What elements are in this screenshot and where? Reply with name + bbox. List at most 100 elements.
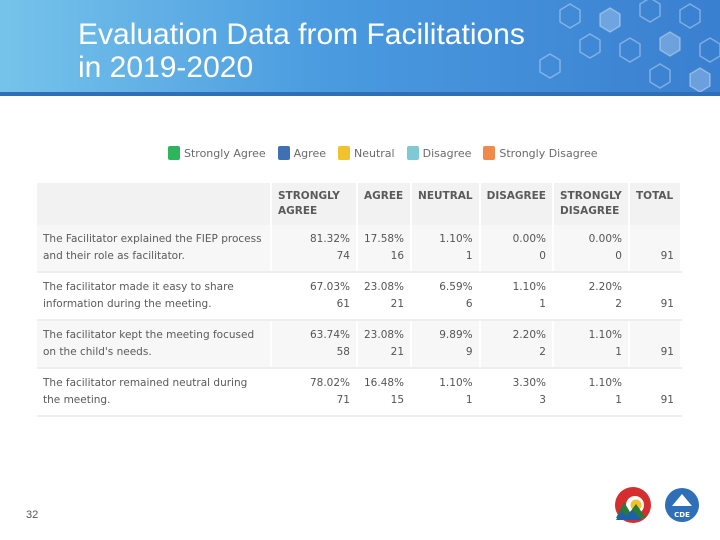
legend-swatch [277, 146, 290, 160]
header-banner: Evaluation Data from Facilitations in 20… [0, 0, 720, 95]
cell-disagree: 2.20% 2 [479, 320, 554, 369]
cell-neutral: 1.10% 1 [411, 368, 481, 417]
cell-count: 1 [465, 394, 473, 406]
cell-count: 74 [336, 250, 350, 262]
legend-item-disagree: Disagree [406, 146, 472, 160]
row-label: The facilitator remained neutral during … [37, 368, 272, 417]
row-label: The facilitator made it easy to share in… [37, 272, 272, 321]
cell-count: 1 [539, 298, 546, 310]
cell-count: 6 [465, 298, 473, 310]
cell-percent: 6.59% [439, 281, 473, 293]
legend: Strongly Agree Agree Neutral Disagree St… [168, 146, 598, 160]
title-line-1: Evaluation Data from Facilitations [78, 18, 525, 51]
colorado-cde-logo: CDE [615, 487, 699, 523]
cell-strongly-disagree: 2.20% 2 [552, 272, 630, 321]
cell-count: 2 [539, 346, 546, 358]
cell-count: 1 [465, 250, 473, 262]
cell-agree: 16.48% 15 [357, 368, 413, 417]
cell-disagree: 0.00% 0 [479, 225, 554, 273]
cell-count: 0 [615, 250, 622, 262]
legend-label: Strongly Disagree [499, 146, 598, 160]
cell-disagree: 1.10% 1 [479, 272, 554, 321]
cell-percent: 2.20% [588, 281, 622, 293]
cell-percent: 0.00% [512, 233, 546, 245]
cell-percent: 63.74% [309, 329, 350, 341]
cell-count: 61 [336, 298, 350, 310]
legend-item-strongly-disagree: Strongly Disagree [483, 146, 598, 160]
cell-disagree: 3.30% 3 [479, 368, 554, 417]
cell-strongly-agree: 67.03% 61 [271, 272, 358, 321]
cell-percent: 1.10% [588, 329, 622, 341]
cell-count: 0 [539, 250, 546, 262]
cell-count: 3 [539, 394, 546, 406]
cell-count: 15 [390, 394, 405, 406]
cell-percent: 23.08% [364, 329, 405, 341]
cell-count: 1 [615, 394, 622, 406]
header-strongly-disagree: STRONGLY DISAGREE [552, 183, 630, 225]
header-disagree: DISAGREE [479, 183, 554, 225]
cell-percent: 1.10% [512, 281, 546, 293]
legend-item-neutral: Neutral [337, 146, 395, 160]
cell-percent: 3.30% [512, 377, 546, 389]
header-blank [37, 183, 272, 225]
legend-swatch [168, 146, 180, 160]
cell-percent: 1.10% [439, 377, 473, 389]
cell-neutral: 6.59% 6 [411, 272, 481, 321]
legend-swatch [483, 146, 496, 160]
cde-logo: CDE [665, 488, 699, 522]
legend-label: Strongly Agree [184, 146, 266, 160]
cell-total: 91 [628, 272, 682, 321]
header-neutral: NEUTRAL [411, 183, 481, 225]
cell-count: 9 [465, 346, 473, 358]
title-line-2: in 2019-2020 [78, 51, 254, 84]
row-label: The Facilitator explained the FIEP proce… [37, 225, 272, 273]
cell-percent: 2.20% [512, 329, 546, 341]
table-row: The facilitator kept the meeting focused… [37, 320, 682, 369]
cell-percent: 78.02% [309, 377, 350, 389]
header-total: TOTAL [628, 183, 682, 225]
cell-strongly-disagree: 1.10% 1 [552, 320, 630, 369]
cell-count: 16 [390, 250, 405, 262]
cell-total: 91 [628, 225, 682, 273]
cell-total: 91 [628, 320, 682, 369]
legend-label: Neutral [353, 146, 395, 160]
hexagon-pattern-decoration [539, 0, 720, 93]
cell-percent: 1.10% [439, 233, 473, 245]
cde-logo-text: CDE [674, 511, 690, 519]
cell-count: 2 [615, 298, 622, 310]
cell-neutral: 1.10% 1 [411, 225, 481, 273]
cell-count: 21 [390, 298, 405, 310]
legend-item-agree: Agree [277, 146, 326, 160]
cell-agree: 23.08% 21 [357, 272, 413, 321]
legend-label: Disagree [422, 146, 472, 160]
cell-strongly-agree: 63.74% 58 [271, 320, 358, 369]
legend-label: Agree [293, 146, 326, 160]
legend-swatch [337, 146, 350, 160]
cell-count: 1 [615, 346, 622, 358]
page-title: Evaluation Data from Facilitations in 20… [78, 18, 525, 84]
cell-total: 91 [628, 368, 682, 417]
cell-strongly-disagree: 0.00% 0 [552, 225, 630, 273]
row-label: The facilitator kept the meeting focused… [37, 320, 272, 369]
cell-strongly-agree: 81.32% 74 [271, 225, 358, 273]
header-strongly-agree: STRONGLY AGREE [271, 183, 358, 225]
cell-percent: 17.58% [364, 233, 405, 245]
cell-percent: 67.03% [309, 281, 350, 293]
cell-percent: 1.10% [588, 377, 622, 389]
table-row: The Facilitator explained the FIEP proce… [37, 225, 682, 273]
table-row: The facilitator made it easy to share in… [37, 272, 682, 321]
cell-agree: 23.08% 21 [357, 320, 413, 369]
cell-neutral: 9.89% 9 [411, 320, 481, 369]
evaluation-table: STRONGLY AGREE AGREE NEUTRAL DISAGREE ST… [37, 183, 682, 417]
colorado-c-logo [615, 487, 651, 523]
cell-count: 58 [336, 346, 350, 358]
legend-item-strongly-agree: Strongly Agree [168, 146, 266, 160]
cell-strongly-agree: 78.02% 71 [271, 368, 358, 417]
cell-count: 21 [390, 346, 405, 358]
cell-percent: 23.08% [364, 281, 405, 293]
cell-agree: 17.58% 16 [357, 225, 413, 273]
page-number: 32 [26, 509, 39, 521]
cell-percent: 81.32% [309, 233, 350, 245]
legend-swatch [406, 146, 419, 160]
header-divider [0, 92, 720, 96]
